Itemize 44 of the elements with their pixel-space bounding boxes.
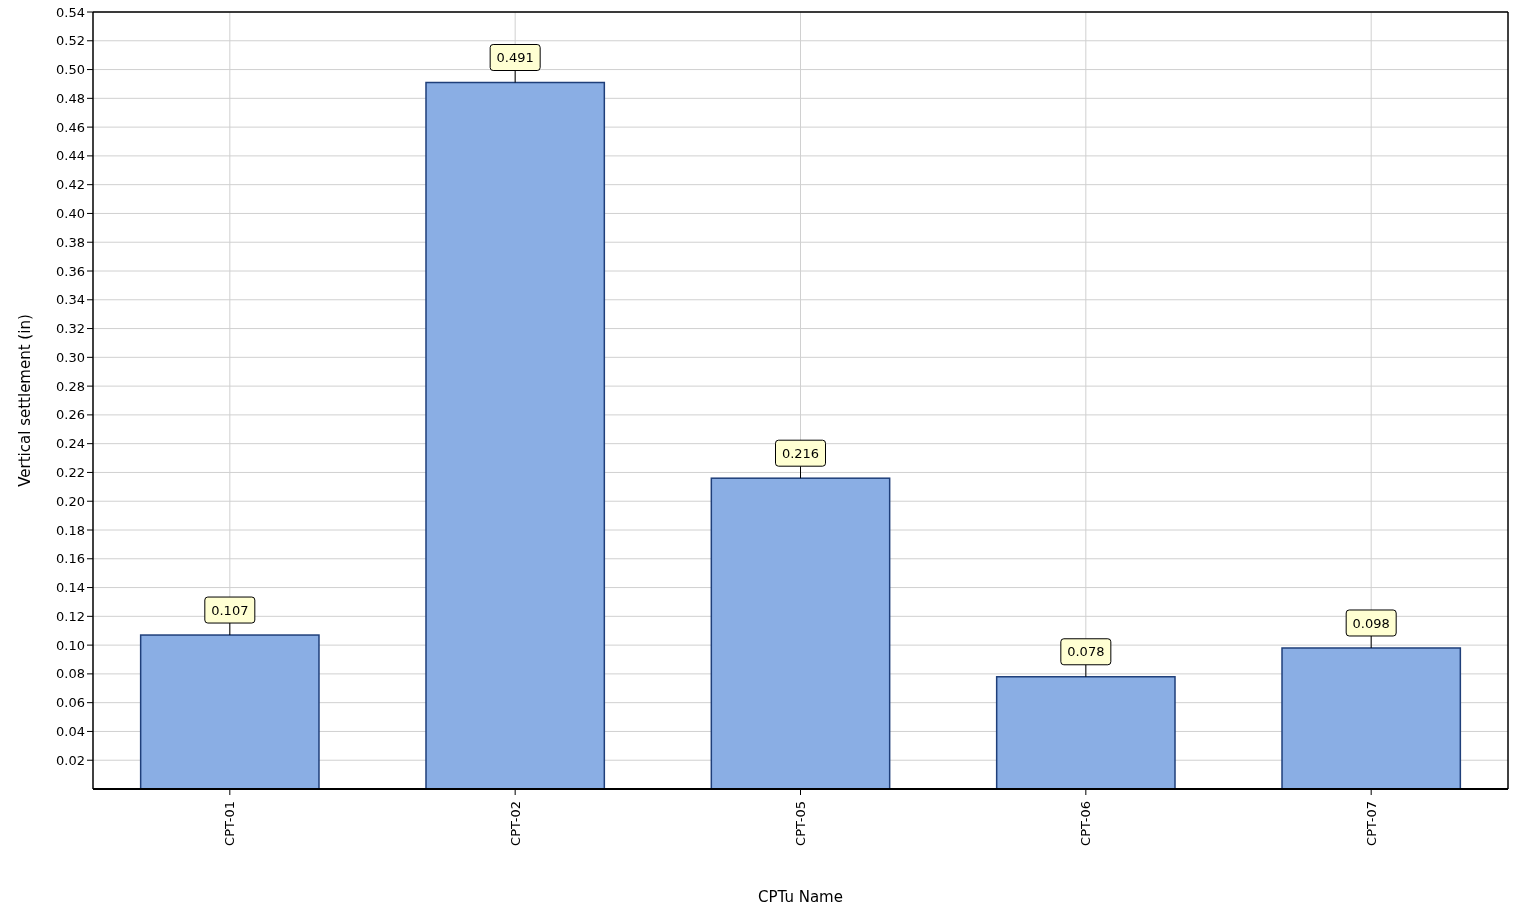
y-tick-label: 0.50 bbox=[56, 62, 85, 78]
y-tick-label: 0.44 bbox=[56, 148, 85, 164]
bar bbox=[995, 676, 1176, 790]
data-label: 0.098 bbox=[1352, 615, 1390, 631]
x-tick-label: CPT-01 bbox=[222, 801, 238, 846]
y-tick-label: 0.42 bbox=[56, 177, 85, 193]
y-tick-label: 0.12 bbox=[56, 608, 85, 624]
y-tick-label: 0.52 bbox=[56, 33, 85, 49]
y-axis-title: Vertical settlement (in) bbox=[16, 314, 34, 487]
data-label: 0.078 bbox=[1067, 644, 1105, 660]
y-tick-label: 0.36 bbox=[56, 263, 85, 279]
y-tick-label: 0.38 bbox=[56, 234, 85, 250]
bar bbox=[139, 634, 320, 790]
y-tick-label: 0.18 bbox=[56, 522, 85, 538]
y-tick-label: 0.02 bbox=[56, 752, 85, 768]
y-tick-label: 0.46 bbox=[56, 119, 85, 135]
y-tick-label: 0.48 bbox=[56, 90, 85, 106]
y-tick-label: 0.08 bbox=[56, 666, 85, 682]
x-tick-label: CPT-02 bbox=[507, 801, 523, 846]
x-axis-title: CPTu Name bbox=[758, 888, 843, 906]
bar bbox=[425, 81, 606, 790]
data-label: 0.491 bbox=[496, 50, 534, 66]
y-tick-label: 0.22 bbox=[56, 464, 85, 480]
y-tick-label: 0.54 bbox=[56, 4, 85, 20]
y-tick-label: 0.10 bbox=[56, 637, 85, 653]
y-tick-label: 0.04 bbox=[56, 723, 85, 739]
y-tick-label: 0.20 bbox=[56, 493, 85, 509]
data-label: 0.216 bbox=[781, 445, 820, 461]
x-tick-label: CPT-06 bbox=[1078, 801, 1094, 846]
y-tick-label: 0.06 bbox=[56, 695, 85, 711]
bar bbox=[1281, 647, 1462, 790]
y-tick-label: 0.32 bbox=[56, 321, 85, 337]
y-tick-label: 0.40 bbox=[56, 205, 85, 221]
x-tick-label: CPT-05 bbox=[793, 801, 809, 846]
y-tick-label: 0.34 bbox=[56, 292, 85, 308]
y-tick-label: 0.26 bbox=[56, 407, 85, 423]
y-tick-label: 0.24 bbox=[56, 436, 85, 452]
y-tick-label: 0.30 bbox=[56, 349, 85, 365]
x-tick-label: CPT-07 bbox=[1363, 801, 1379, 846]
y-tick-label: 0.28 bbox=[56, 378, 85, 394]
data-label: 0.107 bbox=[211, 602, 249, 618]
bar bbox=[710, 477, 891, 790]
y-tick-label: 0.16 bbox=[56, 551, 85, 567]
y-tick-label: 0.14 bbox=[56, 580, 85, 596]
